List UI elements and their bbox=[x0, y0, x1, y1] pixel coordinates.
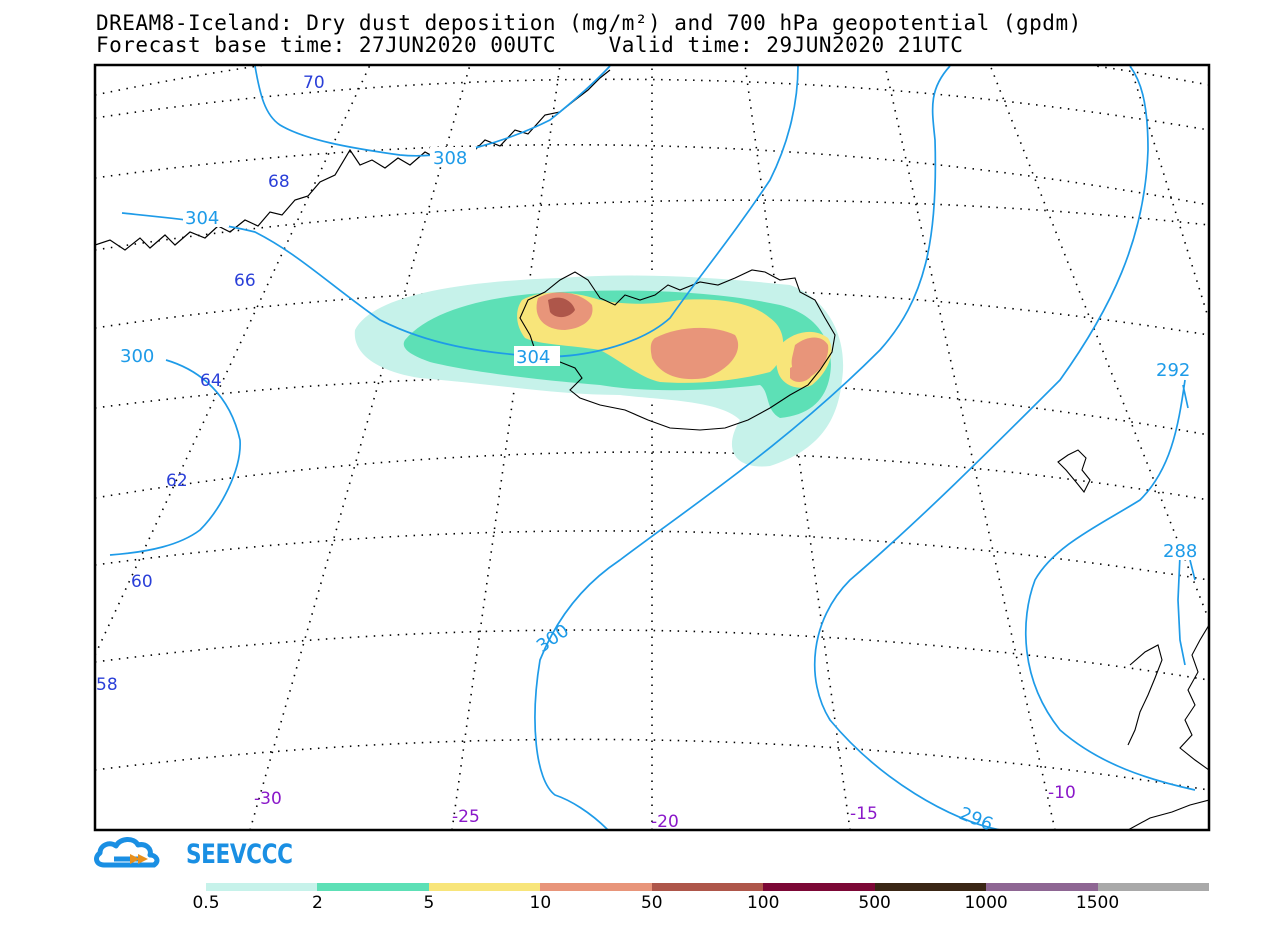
lon-label-minus20: -20 bbox=[651, 812, 679, 832]
colorbar-label: 1500 bbox=[1075, 893, 1120, 913]
colorbar-swatch bbox=[540, 883, 652, 891]
colorbar-label: 5 bbox=[423, 893, 435, 913]
colorbar-swatch bbox=[206, 883, 318, 891]
contour-label-304-west: 304 bbox=[185, 208, 219, 229]
norway-coastline bbox=[1179, 624, 1209, 771]
colorbar bbox=[206, 883, 1209, 891]
colorbar-label: 50 bbox=[640, 893, 663, 913]
faroe-islands bbox=[1057, 449, 1091, 494]
contour-label-300-west: 300 bbox=[120, 346, 154, 367]
lon-label-minus25: -25 bbox=[452, 807, 480, 827]
contour-label-288: 288 bbox=[1163, 541, 1197, 562]
latitude-gridlines bbox=[95, 65, 1209, 791]
colorbar-swatch bbox=[763, 883, 875, 891]
lon-label-minus10: -10 bbox=[1048, 783, 1076, 803]
seevccc-logo: SEEVCCC bbox=[94, 834, 319, 874]
lat-label-66: 66 bbox=[234, 271, 256, 291]
longitude-gridlines bbox=[95, 65, 1209, 830]
lat-label-58: 58 bbox=[96, 675, 118, 695]
contour-label-304-iceland: 304 bbox=[516, 347, 550, 368]
colorbar-swatch bbox=[874, 883, 987, 891]
contour-label-300-south: 300 bbox=[533, 620, 573, 657]
logo-text: SEEVCCC bbox=[186, 838, 293, 870]
dust-deposition-shading bbox=[354, 275, 844, 467]
lat-label-68: 68 bbox=[268, 172, 290, 192]
map-title: DREAM8-Iceland: Dry dust deposition (mg/… bbox=[96, 11, 1082, 35]
contour-label-292: 292 bbox=[1156, 360, 1190, 381]
lat-label-62: 62 bbox=[166, 471, 188, 491]
cloud-logo-icon bbox=[94, 837, 160, 868]
lat-label-64: 64 bbox=[200, 371, 222, 391]
contour-label-308: 308 bbox=[433, 148, 467, 169]
colorbar-label: 100 bbox=[746, 893, 780, 913]
lat-label-70: 70 bbox=[303, 73, 325, 93]
lon-label-minus30: -30 bbox=[254, 789, 282, 809]
lon-label-minus15: -15 bbox=[850, 804, 878, 824]
latitude-label-group: 70 68 66 64 62 60 58 bbox=[96, 73, 325, 695]
colorbar-swatch bbox=[428, 883, 541, 891]
colorbar-swatch bbox=[317, 883, 429, 891]
colorbar-label: 500 bbox=[858, 893, 891, 913]
colorbar-swatch bbox=[986, 883, 1098, 891]
map-subtitle-times: Forecast base time: 27JUN2020 00UTC Vali… bbox=[96, 33, 964, 57]
colorbar-label: 1000 bbox=[964, 893, 1008, 913]
colorbar-swatch bbox=[1097, 883, 1209, 891]
lat-label-60: 60 bbox=[131, 572, 153, 592]
contour-label-group: 308 304 304 300 292 288 300 296 bbox=[118, 147, 1207, 836]
scotland-coastline bbox=[1127, 644, 1163, 746]
colorbar-label: 0.5 bbox=[192, 893, 220, 913]
iceland-coastline bbox=[519, 269, 836, 431]
colorbar-label: 10 bbox=[529, 893, 552, 913]
map-frame bbox=[93, 63, 1211, 832]
britain-coastline bbox=[1127, 799, 1209, 830]
colorbar-label: 2 bbox=[312, 893, 323, 913]
colorbar-swatch bbox=[651, 883, 764, 891]
greenland-coastline bbox=[95, 69, 611, 251]
longitude-label-group: -30 -25 -20 -15 -10 bbox=[254, 783, 1076, 832]
